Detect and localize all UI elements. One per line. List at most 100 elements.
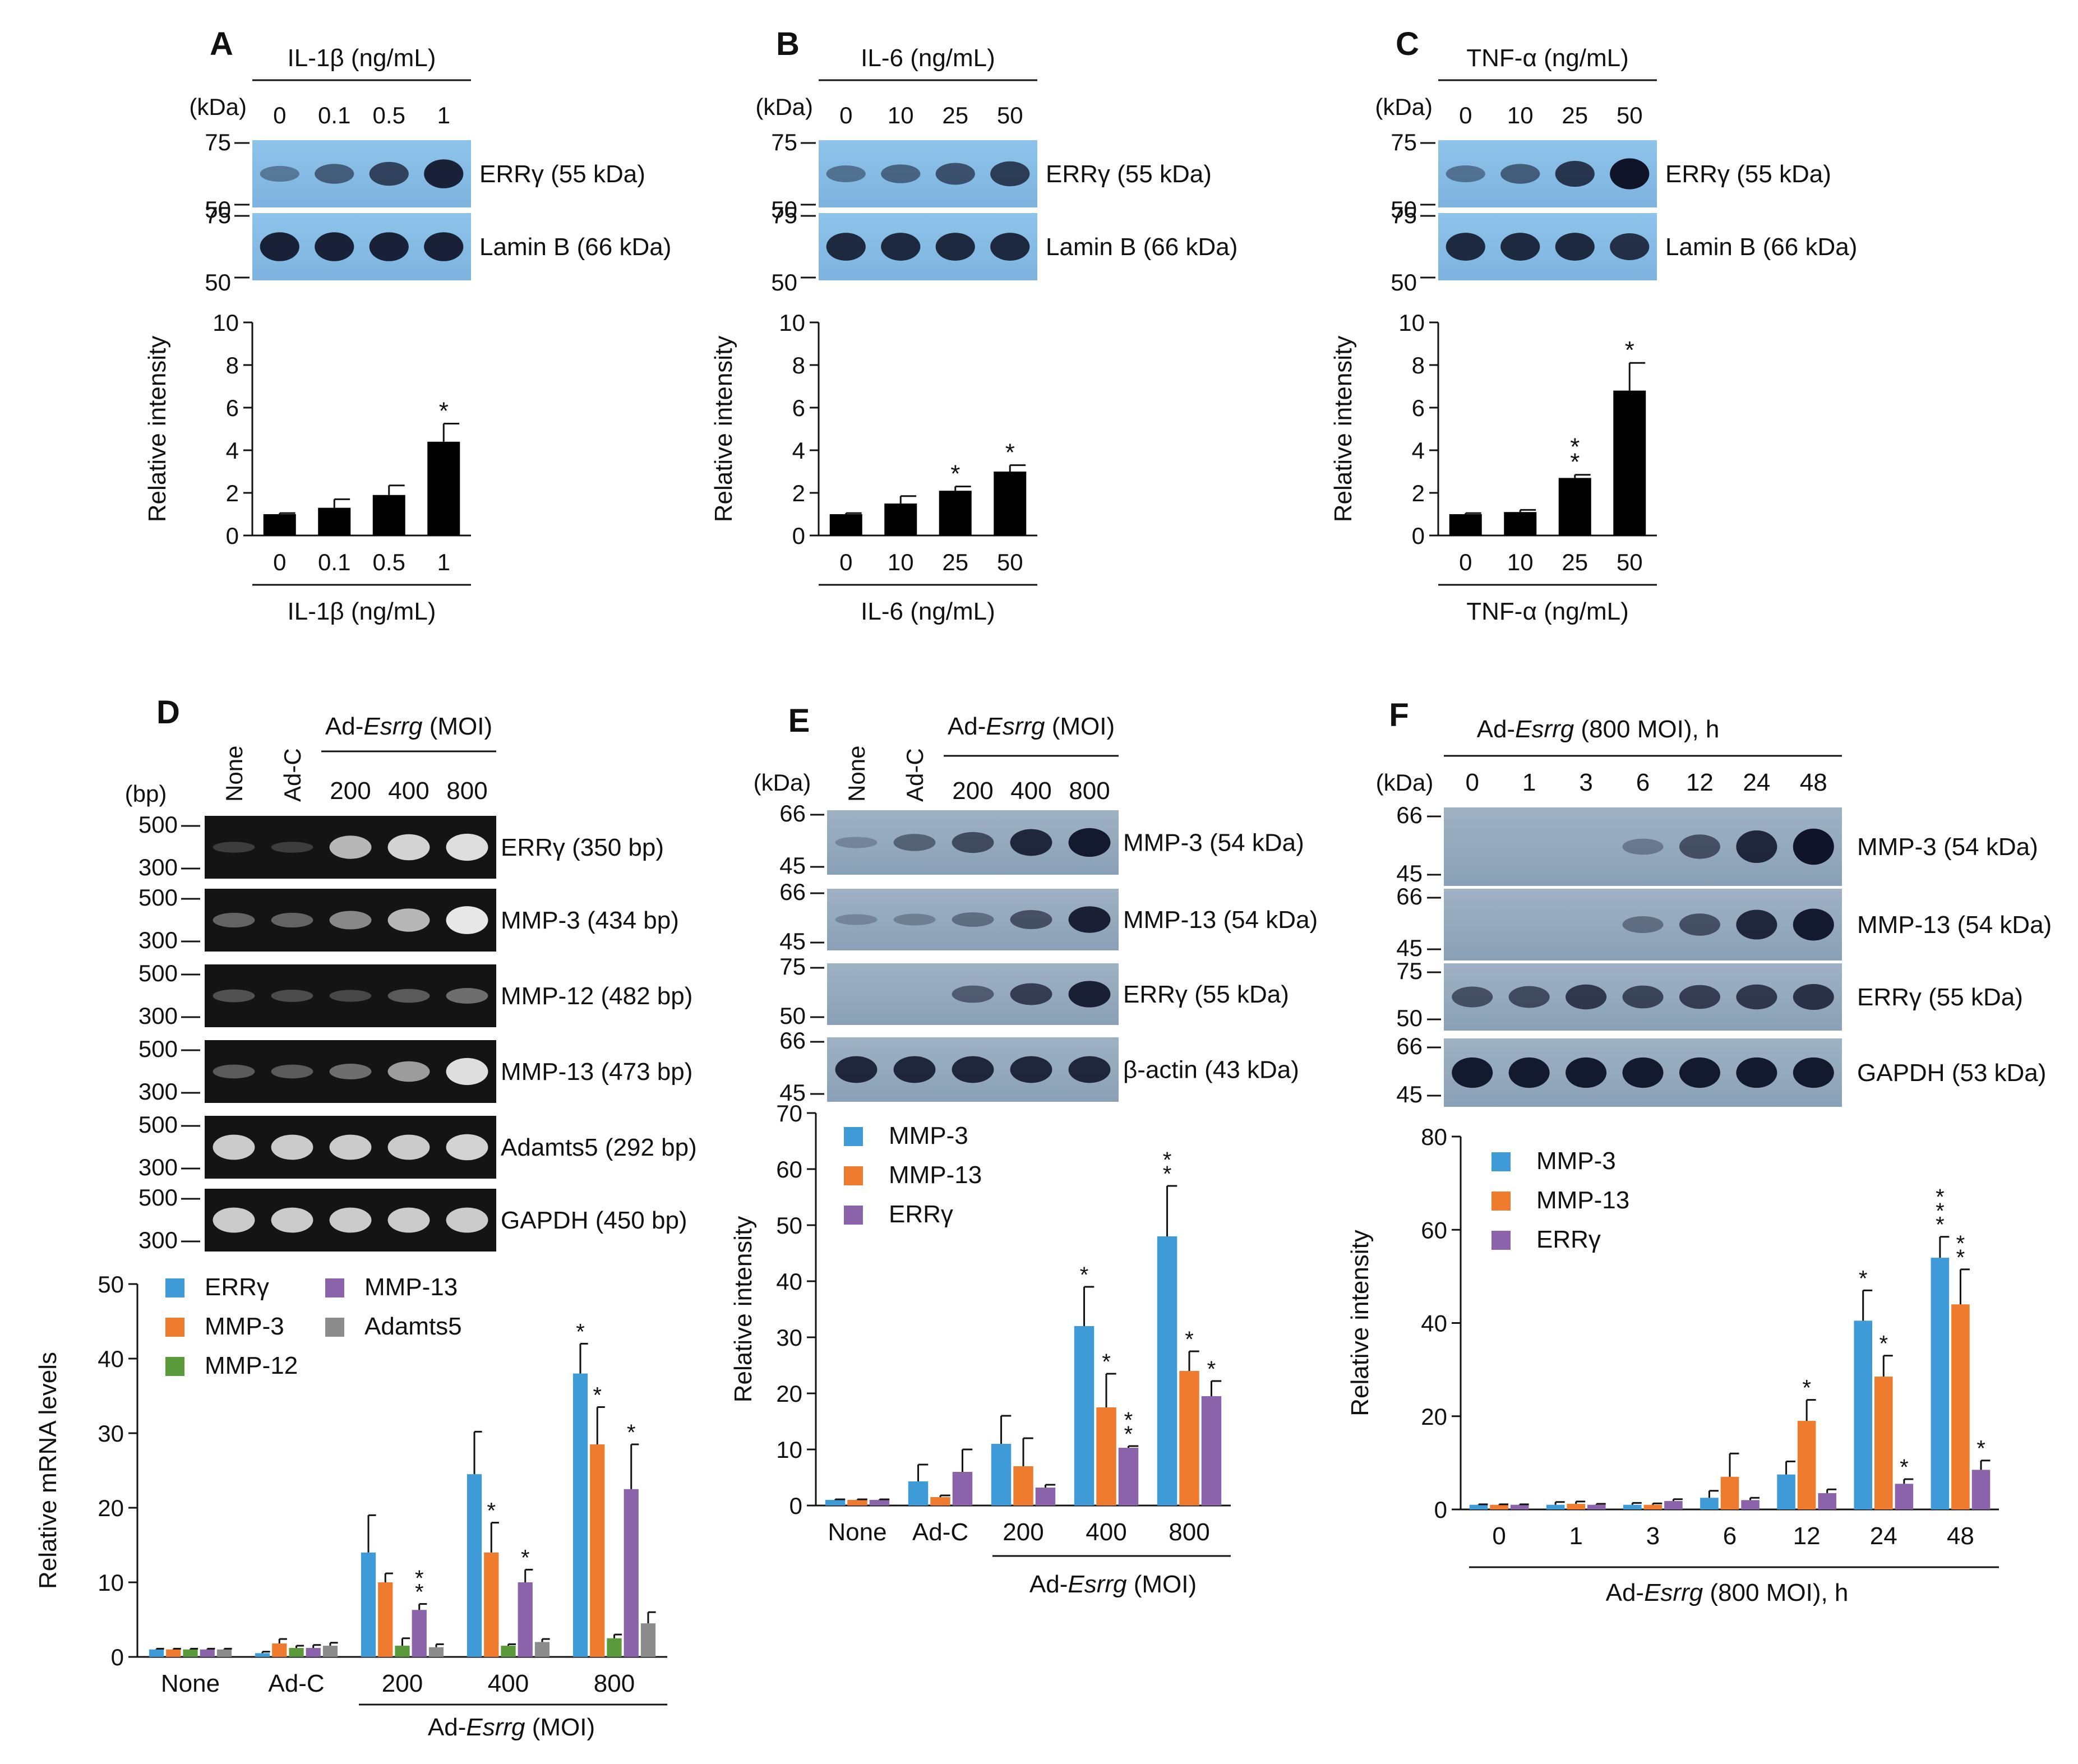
bar (908, 1481, 929, 1506)
blot-band (881, 233, 921, 261)
x-tick-label: 400 (1086, 1518, 1126, 1546)
x-tick-label: 25 (1562, 549, 1588, 575)
y-tick-label: 20 (98, 1495, 124, 1521)
blot-band (329, 1064, 372, 1079)
blot-band (1679, 985, 1720, 1009)
lane-label: Ad-C (902, 748, 928, 802)
marker-label: 66 (779, 1027, 806, 1054)
y-tick-label: 70 (776, 1100, 802, 1126)
blot-band (1010, 983, 1052, 1005)
bar (1874, 1377, 1893, 1509)
y-tick-label: 8 (226, 352, 239, 378)
bar (1643, 1504, 1663, 1509)
blot-band (1010, 829, 1052, 856)
marker-label: 75 (771, 129, 797, 155)
legend-label: MMP-3 (889, 1122, 968, 1149)
y-tick-label: 10 (213, 310, 239, 336)
marker-label: 500 (138, 884, 178, 911)
lane-label: 0.5 (373, 102, 405, 128)
blot-band (1068, 828, 1111, 857)
blot-band (1500, 164, 1540, 184)
bar (1818, 1493, 1836, 1509)
x-tick-label: 0.1 (318, 549, 350, 575)
bar (427, 441, 460, 535)
lane-label: 200 (952, 777, 993, 805)
blot-band (387, 908, 430, 932)
blot-band (1452, 986, 1493, 1008)
blot-band (329, 1207, 372, 1233)
significance-star: * (1956, 1231, 1965, 1256)
x-axis-label: Ad-Esrrg (MOI) (1029, 1571, 1197, 1598)
blot-band (446, 1134, 488, 1161)
blot-band (1679, 913, 1720, 936)
blot-band (329, 835, 372, 859)
blot-band (213, 912, 255, 928)
blot-band (990, 161, 1030, 187)
marker-label: 75 (205, 129, 231, 155)
treatment-label: IL-6 (ng/mL) (861, 44, 995, 72)
band-label: MMP-3 (434 bp) (501, 907, 679, 934)
lane-label: 10 (888, 102, 914, 128)
marker-label: 66 (1396, 883, 1423, 909)
legend-swatch (1491, 1231, 1511, 1250)
y-tick-label: 10 (98, 1569, 124, 1596)
bar (572, 1373, 588, 1657)
blot-band (315, 232, 354, 261)
y-tick-label: 0 (792, 523, 805, 549)
bar (991, 1444, 1012, 1506)
x-tick-label: 1 (437, 549, 450, 575)
x-tick-label: 48 (1947, 1522, 1974, 1550)
band-label: MMP-13 (54 kDa) (1857, 911, 2052, 939)
x-tick-label: 10 (888, 549, 914, 575)
bar (306, 1648, 321, 1657)
y-tick-label: 10 (776, 1437, 802, 1463)
band-label: MMP-13 (473 bp) (501, 1058, 692, 1086)
band-label: Adamts5 (292 bp) (501, 1134, 697, 1161)
blot-band (1736, 984, 1777, 1010)
blot-band (1068, 1056, 1111, 1083)
significance-star: * (1977, 1437, 1985, 1461)
band-label: MMP-3 (54 kDa) (1857, 833, 2038, 861)
blot-band (271, 990, 313, 1002)
lane-label: 0 (1465, 769, 1479, 796)
blot-band (260, 165, 299, 182)
legend-swatch (844, 1206, 863, 1225)
bar (1157, 1236, 1177, 1506)
x-tick-label: None (161, 1670, 220, 1697)
bar (166, 1649, 181, 1657)
x-tick-label: 0 (839, 549, 852, 575)
blot-band (935, 163, 975, 185)
y-axis-label: Relative intensity (710, 336, 737, 523)
significance-star: * (1005, 439, 1015, 467)
blot-band (213, 1064, 255, 1079)
x-tick-label: 50 (997, 549, 1023, 575)
legend-swatch (325, 1318, 344, 1337)
bar (1469, 1504, 1488, 1509)
blot-band (1508, 986, 1550, 1008)
legend-label: ERRγ (889, 1200, 953, 1228)
band-label: MMP-3 (54 kDa) (1123, 829, 1304, 857)
marker-label: 50 (779, 1003, 806, 1029)
blot-band (446, 1058, 488, 1086)
y-axis-label: Relative intensity (1346, 1230, 1374, 1416)
y-tick-label: 40 (98, 1346, 124, 1372)
panel-E: E Ad-Esrrg (MOI)None Ad-C 200 400 800(kDa)664… (729, 703, 1318, 1598)
y-tick-label: 2 (792, 480, 805, 506)
lane-label: 50 (1617, 102, 1643, 128)
significance-star: * (1124, 1422, 1133, 1447)
lane-label: 25 (942, 102, 968, 128)
lane-label: 200 (330, 777, 371, 805)
bar (1613, 390, 1646, 535)
blot-band (387, 989, 430, 1003)
bar (1201, 1396, 1222, 1506)
significance-star: * (1080, 1263, 1089, 1287)
y-tick-label: 40 (1421, 1310, 1447, 1337)
panel-letter: A (210, 26, 233, 62)
blot-band (1566, 1057, 1607, 1088)
blot-band (271, 1207, 313, 1233)
blot-band (329, 911, 372, 930)
bar (1504, 512, 1537, 535)
bar (847, 1500, 867, 1506)
significance-star: * (1102, 1350, 1111, 1374)
